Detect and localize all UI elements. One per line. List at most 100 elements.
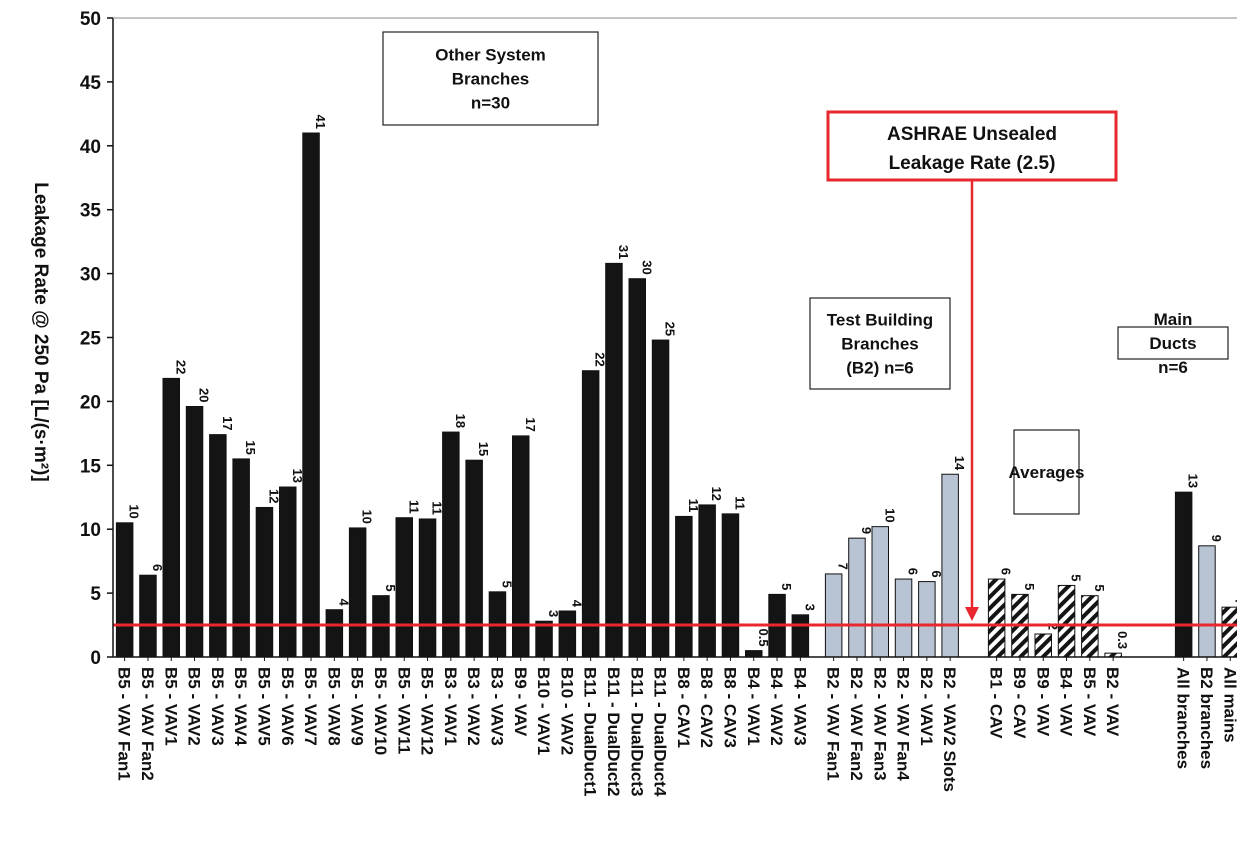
category-label: B2 - VAV2 Slots [940, 667, 959, 792]
bar-value-label: 25 [663, 322, 678, 336]
category-label: B5 - VAV Fan2 [138, 667, 157, 781]
group-label-line: Test Building [827, 311, 933, 330]
y-tick-label: 30 [80, 265, 101, 286]
bar-value-label: 10 [127, 504, 142, 518]
category-label: B5 - VAV Fan1 [115, 667, 134, 781]
bar-value-label: 12 [266, 489, 281, 503]
y-tick-label: 5 [90, 584, 101, 605]
category-label: B11 - DualDuct2 [604, 667, 623, 796]
bar [871, 526, 889, 658]
bar-value-label: 9 [1209, 535, 1224, 542]
bar-value-label: 4 [569, 600, 584, 608]
bar [987, 578, 1006, 658]
bar-value-label: 10 [360, 509, 375, 523]
bar [395, 517, 413, 658]
bar-value-label: 31 [616, 245, 631, 259]
bar [1174, 491, 1193, 658]
category-label: All branches [1174, 667, 1193, 769]
bar-value-label: 41 [313, 115, 328, 129]
y-axis-label: Leakage Rate @ 250 Pa [L/(s·m²)] [30, 182, 51, 481]
bar-value-label: 5 [1069, 574, 1084, 581]
category-label: B3 - VAV2 [464, 667, 483, 746]
bar [139, 574, 157, 658]
bar [1221, 606, 1237, 658]
category-label: B5 - VAV2 [185, 667, 204, 746]
y-tick-label: 20 [80, 392, 101, 413]
category-label: B10 - VAV2 [557, 667, 576, 755]
bar [581, 370, 600, 658]
category-label: B2 - VAV Fan4 [894, 667, 913, 781]
category-label: B5 - VAV4 [231, 667, 250, 746]
bar [255, 506, 274, 658]
bar-value-label: 11 [732, 496, 747, 510]
group-label-line: Averages [1009, 463, 1085, 482]
bar [442, 431, 460, 658]
bar-value-label: 5 [1022, 583, 1037, 590]
category-label: B2 - VAV1 [917, 667, 936, 746]
category-label: B11 - DualDuct1 [581, 667, 600, 796]
bar [302, 132, 320, 658]
bar-value-label: 7 [836, 563, 851, 570]
category-label: B5 - VAV12 [418, 667, 437, 755]
bar [279, 486, 297, 658]
bar-value-label: 10 [882, 508, 897, 522]
category-label: B2 - VAV [1103, 667, 1122, 737]
bar [918, 581, 936, 658]
bar-value-label: 6 [929, 570, 944, 577]
group-label-line: n=30 [471, 94, 510, 113]
bar-value-label: 5 [383, 584, 398, 591]
category-label: B11 - DualDuct4 [651, 667, 670, 797]
bar-value-label: 15 [476, 442, 491, 456]
category-label: B5 - VAV6 [278, 667, 297, 746]
category-label: B2 branches [1197, 667, 1216, 769]
y-tick-label: 50 [80, 9, 101, 30]
bar [418, 518, 437, 658]
bar-value-label: 3 [546, 610, 561, 617]
category-label: B2 - VAV Fan1 [824, 667, 843, 781]
group-label-box [809, 297, 951, 390]
bar-value-label: 5 [1092, 584, 1107, 591]
category-label: B5 - VAV1 [161, 667, 180, 746]
bar-value-label: 13 [1186, 474, 1201, 488]
ashrae-callout-line: ASHRAE Unsealed [887, 124, 1057, 145]
bar [791, 614, 810, 658]
category-label: B9 - VAV [511, 667, 530, 737]
bar-value-label: 15 [243, 440, 258, 454]
bar-value-label: 9 [859, 527, 874, 534]
bar-value-label: 22 [593, 352, 608, 366]
bar-value-label: 17 [523, 417, 538, 431]
category-label: B9 - CAV [1010, 667, 1029, 739]
category-label: B8 - CAV1 [674, 667, 693, 748]
y-tick-label: 0 [90, 648, 101, 669]
bar [185, 406, 204, 658]
bar [535, 620, 553, 658]
group-label-line: Ducts [1149, 334, 1196, 353]
category-label: B9 - VAV [1033, 667, 1052, 737]
category-label: All mains [1220, 667, 1237, 743]
bar [651, 339, 670, 658]
bar [824, 573, 843, 658]
bar-value-label: 11 [406, 500, 421, 514]
category-label: B5 - VAV11 [394, 667, 413, 754]
category-label: B5 - VAV7 [301, 667, 320, 746]
bar [745, 650, 763, 658]
bar [1198, 545, 1216, 658]
category-label: B4 - VAV2 [767, 667, 786, 746]
category-label: B2 - VAV Fan3 [870, 667, 889, 781]
bar-value-label: 13 [290, 469, 305, 483]
bar [465, 459, 483, 658]
ashrae-callout-box [826, 110, 1118, 182]
category-label: B10 - VAV1 [534, 667, 553, 755]
bar [162, 377, 180, 658]
y-tick-label: 10 [80, 520, 101, 541]
bar [628, 278, 646, 658]
bar-value-label: 11 [430, 501, 445, 515]
y-tick-label: 40 [80, 137, 101, 158]
bar [1034, 633, 1052, 658]
bar-value-label: 4 [1232, 596, 1237, 604]
category-label: B5 - VAV [1080, 667, 1099, 737]
y-tick-label: 35 [80, 201, 102, 222]
bar-value-label: 22 [173, 360, 188, 374]
bar [848, 537, 866, 658]
